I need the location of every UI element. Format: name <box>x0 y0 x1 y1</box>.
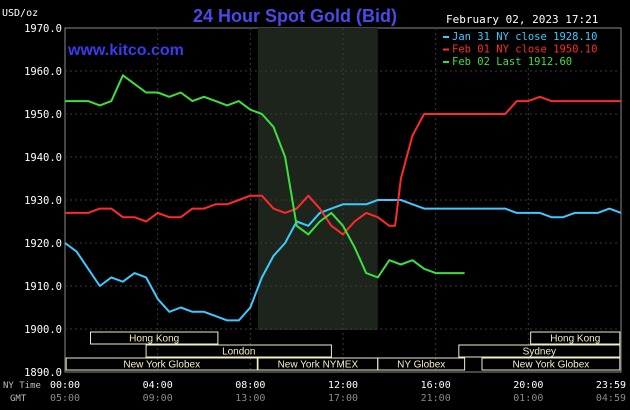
y-tick-label: 1890.0 <box>24 367 62 379</box>
x-tick-label-gmt: 01:00 <box>513 393 543 404</box>
chart-date: February 02, 2023 17:21 <box>446 13 598 26</box>
y-tick-label: 1960.0 <box>24 66 62 78</box>
session-london-label: London <box>222 347 255 358</box>
x-tick-label-ny: 16:00 <box>421 380 451 391</box>
session-hong-kong-2-label: Hong Kong <box>550 334 600 345</box>
series-line-2 <box>65 95 621 236</box>
x-tick-label-gmt: 21:00 <box>421 393 451 404</box>
session-ny-globex-box <box>65 357 258 371</box>
y-tick-label: 1920.0 <box>24 238 62 250</box>
y-tick-label: 1950.0 <box>24 109 62 121</box>
x-tick-label-gmt: 04:59 <box>596 393 626 404</box>
nymex-session-shade <box>257 28 378 330</box>
legend-entry-1: Jan 31 NY close 1928.10 <box>452 31 597 43</box>
x-tick-label-ny: 23:59 <box>596 380 626 391</box>
chart-title: 24 Hour Spot Gold (Bid) <box>193 6 397 26</box>
x-tick-label-ny: 12:00 <box>328 380 358 391</box>
session-ny-globex-2-box <box>377 357 466 371</box>
x-tick-label-gmt: 17:00 <box>328 393 358 404</box>
session-hong-kong-label: Hong Kong <box>129 334 179 345</box>
y-tick-label: 1910.0 <box>24 281 62 293</box>
session-ny-globex-3-label: New York Globex <box>513 360 590 371</box>
session-ny-globex-3-box <box>481 357 621 371</box>
x-tick-label-ny: 20:00 <box>513 380 543 391</box>
x-tick-label-ny: 04:00 <box>143 380 173 391</box>
session-sydney-label: Sydney <box>523 347 556 358</box>
y-tick-label: 1940.0 <box>24 152 62 164</box>
x-tick-label-gmt: 13:00 <box>235 393 265 404</box>
session-hong-kong-2-box <box>530 331 621 345</box>
ny-time-label: NY Time <box>3 381 41 391</box>
legend-entry-3: Feb 02 Last 1912.60 <box>452 56 572 68</box>
session-hong-kong-box <box>89 331 219 345</box>
x-tick-label-gmt: 05:00 <box>50 393 80 404</box>
session-ny-globex-2-label: NY Globex <box>397 360 445 371</box>
y-tick-label: 1900.0 <box>24 324 62 336</box>
session-london-box <box>145 344 332 358</box>
y-tick-label: 1930.0 <box>24 195 62 207</box>
x-tick-label-gmt: 09:00 <box>143 393 173 404</box>
session-sydney-box <box>458 344 621 358</box>
series-line-3 <box>65 74 465 279</box>
y-tick-label: 1970.0 <box>24 23 62 35</box>
gmt-label: GMT <box>10 394 27 404</box>
legend-entry-2: Feb 01 NY close 1950.10 <box>452 44 597 56</box>
series-line-1 <box>64 199 622 322</box>
legend-box <box>440 29 620 67</box>
session-ny-nymex-label: New York NYMEX <box>278 360 359 371</box>
y-axis-label: USD/oz <box>2 8 38 19</box>
x-tick-label-ny: 08:00 <box>235 380 265 391</box>
session-ny-globex-label: New York Globex <box>123 360 200 371</box>
watermark-url: www.kitco.com <box>67 42 184 59</box>
x-tick-label-ny: 00:00 <box>50 380 80 391</box>
